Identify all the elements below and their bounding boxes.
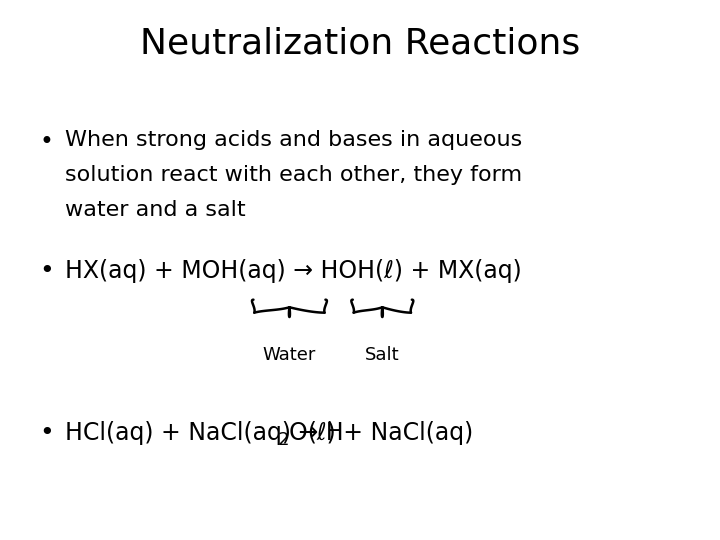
- Text: Water: Water: [263, 346, 316, 363]
- Text: solution react with each other, they form: solution react with each other, they for…: [65, 165, 522, 185]
- Text: •: •: [40, 421, 54, 445]
- Text: Salt: Salt: [365, 346, 400, 363]
- Text: 2: 2: [277, 431, 289, 449]
- Text: Neutralization Reactions: Neutralization Reactions: [140, 27, 580, 61]
- Text: O(ℓ) + NaCl(aq): O(ℓ) + NaCl(aq): [289, 421, 473, 445]
- Text: HX(aq) + MOH(aq) → HOH(ℓ) + MX(aq): HX(aq) + MOH(aq) → HOH(ℓ) + MX(aq): [65, 259, 521, 283]
- Text: HCl(aq) + NaCl(aq) → H: HCl(aq) + NaCl(aq) → H: [65, 421, 343, 445]
- Text: water and a salt: water and a salt: [65, 200, 246, 220]
- Text: •: •: [40, 130, 53, 153]
- Text: When strong acids and bases in aqueous: When strong acids and bases in aqueous: [65, 130, 522, 150]
- Text: •: •: [40, 259, 54, 283]
